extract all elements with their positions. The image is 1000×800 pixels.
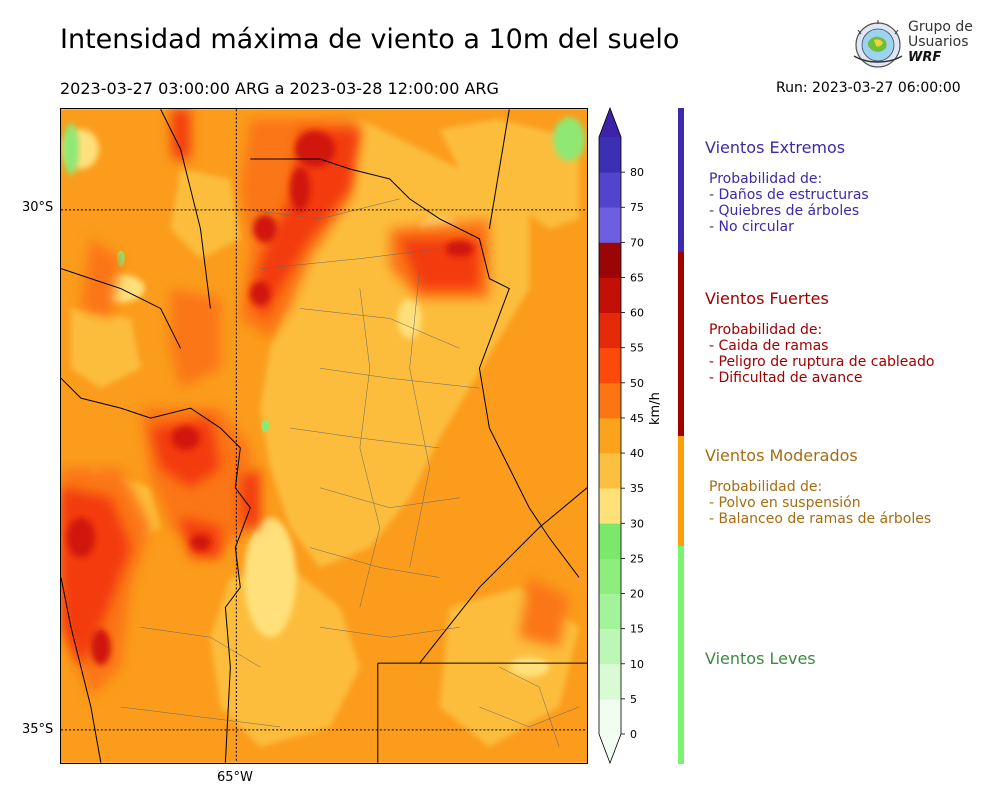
colorbar-tick-label: 30	[630, 517, 644, 530]
colorbar-bin	[599, 347, 621, 384]
category-item: - Peligro de ruptura de cableado	[709, 354, 935, 370]
colorbar-bin	[599, 417, 621, 454]
category-moderados: Vientos Moderados Probabilidad de: - Pol…	[705, 446, 931, 527]
colorbar-tick-label: 40	[630, 447, 644, 460]
lat-label-30s: 30°S	[22, 200, 54, 215]
graticule	[61, 109, 587, 763]
category-item: - Dificultad de avance	[709, 370, 863, 386]
colorbar-bin	[599, 593, 621, 630]
colorbar-bin	[599, 523, 621, 559]
colorbar-bin	[599, 453, 621, 489]
category-item: - Caida de ramas	[709, 338, 829, 354]
colorbar-bin	[599, 663, 621, 700]
category-bar-extremos	[678, 108, 684, 252]
page-title: Intensidad máxima de viento a 10m del su…	[60, 24, 680, 55]
colorbar-tick-label: 55	[630, 342, 644, 355]
wind-field-55kmh	[66, 131, 474, 666]
category-bar-fuertes	[678, 252, 684, 436]
colorbar-bin	[599, 172, 621, 208]
colorbar-tick-label: 50	[630, 377, 644, 390]
category-extremos: Vientos Extremos Probabilidad de: - Daño…	[705, 138, 869, 235]
colorbar-bin	[599, 558, 621, 594]
category-bar-leves	[678, 546, 684, 764]
category-item: - No circular	[709, 219, 794, 235]
colorbar-tick-label: 70	[630, 236, 644, 249]
colorbar-tick-label: 75	[630, 201, 644, 214]
category-heading: Probabilidad de:	[709, 322, 823, 338]
wind-field-25kmh	[62, 117, 586, 433]
category-name: Vientos Moderados	[705, 446, 858, 465]
category-fuertes: Vientos Fuertes Probabilidad de: - Caida…	[705, 289, 934, 386]
colorbar-extend-high	[599, 108, 621, 137]
category-name: Vientos Extremos	[705, 138, 846, 157]
colorbar-bins	[599, 137, 621, 735]
colorbar-bin	[599, 312, 621, 349]
colorbar-tick-label: 25	[630, 552, 644, 565]
category-heading: Probabilidad de:	[709, 479, 823, 495]
logo-text-line2: Usuarios	[908, 34, 969, 50]
category-leves: Vientos Leves	[705, 649, 816, 668]
globe-icon	[853, 20, 903, 68]
boundaries	[61, 109, 587, 763]
category-details: Probabilidad de: - Daños de estructuras …	[705, 171, 869, 235]
colorbar-unit: km/h	[648, 392, 663, 425]
colorbar-tick-label: 80	[630, 166, 644, 179]
colorbar-bin	[599, 628, 621, 665]
category-name: Vientos Leves	[705, 649, 816, 668]
colorbar-tick-label: 20	[630, 588, 644, 601]
colorbar-bin	[599, 698, 621, 735]
logo-text-line3: WRF	[908, 50, 942, 65]
category-bar	[678, 108, 684, 764]
category-details: Probabilidad de: - Polvo en suspensión -…	[705, 479, 931, 527]
colorbar-tick-label: 0	[630, 728, 637, 741]
category-item: - Balanceo de ramas de árboles	[709, 511, 932, 527]
run-timestamp: Run: 2023-03-27 06:00:00	[776, 80, 961, 96]
colorbar-tick-label: 45	[630, 412, 644, 425]
colorbar: 0 5 10 15 20 25 30 35 40 45 50 55 60 65 70 75 80	[598, 106, 644, 765]
colorbar-bin	[599, 207, 621, 243]
wind-map	[60, 108, 588, 764]
colorbar-bin	[599, 277, 621, 313]
colorbar-bin	[599, 242, 621, 278]
colorbar-tick-label: 10	[630, 658, 644, 671]
lat-label-35s: 35°S	[22, 722, 54, 737]
category-item: - Daños de estructuras	[709, 187, 869, 203]
category-heading: Probabilidad de:	[709, 171, 823, 187]
colorbar-ticks: 0 5 10 15 20 25 30 35 40 45 50 55 60 65 70 75 80	[621, 166, 644, 741]
colorbar-bin	[599, 488, 621, 524]
logo-text-line1: Grupo de	[908, 19, 973, 35]
category-details: Probabilidad de: - Caida de ramas - Peli…	[705, 322, 934, 386]
category-item: - Polvo en suspensión	[709, 495, 861, 511]
colorbar-tick-label: 5	[630, 693, 637, 706]
colorbar-tick-label: 60	[630, 307, 644, 320]
category-bar-moderados	[678, 436, 684, 546]
category-name: Vientos Fuertes	[705, 289, 829, 308]
forecast-period: 2023-03-27 03:00:00 ARG a 2023-03-28 12:…	[60, 79, 499, 98]
colorbar-extend-low	[599, 734, 621, 763]
wrf-logo: Grupo de Usuarios WRF	[850, 18, 980, 72]
colorbar-tick-label: 35	[630, 482, 644, 495]
category-item: - Quiebres de árboles	[709, 203, 860, 219]
colorbar-tick-label: 15	[630, 623, 644, 636]
colorbar-bin	[599, 137, 621, 173]
lon-label-65w: 65°W	[217, 770, 253, 785]
colorbar-bin	[599, 382, 621, 419]
colorbar-tick-label: 65	[630, 271, 644, 284]
